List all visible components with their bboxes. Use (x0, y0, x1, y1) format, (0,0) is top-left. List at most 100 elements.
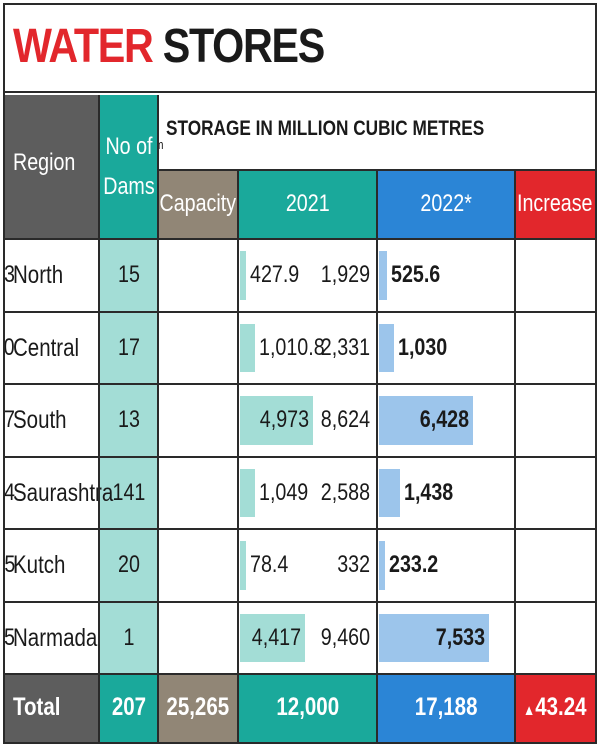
header-capacity-label: Capacity (159, 190, 237, 217)
row-divider (5, 600, 595, 603)
row-dams: 13 (117, 406, 140, 434)
row-region: Narmada (13, 623, 98, 652)
increase-value: 43.24 (535, 693, 587, 721)
row-2021-value: 1,049 (259, 478, 309, 506)
title-word-stores: STORES (162, 20, 326, 73)
row-region: Central (13, 333, 80, 362)
row-increase: ▲29.27 (5, 406, 15, 434)
row-2021-value: 427.9 (250, 261, 300, 289)
bar-2022 (379, 251, 387, 300)
row-divider (5, 528, 595, 530)
header-region-label: Region (13, 149, 76, 176)
header-2021: 2021 (238, 170, 377, 239)
row-2022-value: 6,428 (419, 406, 469, 434)
row-divider (5, 455, 595, 458)
total-2021: 12,000 (276, 693, 339, 721)
row-dams: 17 (117, 333, 140, 361)
bar-2021 (240, 468, 256, 517)
column-divider (514, 170, 516, 742)
title-word-water: WATER (13, 20, 154, 73)
row-capacity: 9,460 (320, 623, 370, 651)
row-dams: 141 (112, 478, 145, 506)
increase-value: 1.90 (5, 333, 15, 361)
header-region: Region (5, 95, 99, 239)
total-2022: 17,188 (414, 693, 478, 721)
row-increase: ▲22.83 (5, 261, 15, 289)
increase-value: 29.27 (5, 406, 15, 434)
column-divider (98, 95, 100, 742)
row-region: Kutch (13, 551, 66, 580)
header-2022: 2022* (377, 170, 515, 239)
header-capacity: Capacity (158, 170, 238, 239)
row-dams: 20 (117, 551, 140, 579)
row-region: North (13, 261, 64, 290)
bar-2022 (379, 541, 385, 590)
infographic-frame: WATER STORES Region No of Dams STORAGE IN M… (3, 3, 597, 744)
total-label: Total (13, 693, 61, 721)
increase-value: 37.04 (5, 478, 15, 506)
total-capacity: 25,265 (166, 693, 230, 721)
row-capacity: 2,331 (320, 333, 370, 361)
table-row: South 13 8,624 4,973 6,428 ▲29.27 (5, 384, 595, 457)
row-capacity: 8,624 (320, 406, 370, 434)
header-increase: Increase (515, 170, 595, 239)
bar-2021 (240, 613, 305, 662)
header-2022-label: 2022* (420, 190, 472, 217)
bar-2022 (379, 396, 473, 445)
row-2022-value: 1,438 (404, 478, 454, 506)
total-top-divider (5, 673, 595, 675)
infographic-title: WATER STORES (13, 17, 326, 77)
row-dams: 1 (123, 623, 134, 651)
bar-2021 (240, 396, 314, 445)
row-2022-value: 7,533 (435, 623, 486, 651)
bar-2022 (379, 323, 395, 372)
table-row: Narmada 1 9,460 4,417 7,533 ▲70.55 (5, 602, 595, 675)
row-2021-value: 4,417 (251, 623, 302, 651)
row-region: South (13, 406, 67, 435)
bar-2022 (379, 468, 400, 517)
bar-2021 (240, 541, 246, 590)
bar-2021 (240, 251, 247, 300)
header-storage: STORAGE IN MILLION CUBIC METRES*Till Aug… (158, 95, 595, 170)
row-increase: ▲70.55 (5, 624, 15, 652)
total-capacity-cell: 25,265 (158, 674, 238, 742)
bar-2021 (240, 323, 255, 372)
increase-value: 22.83 (5, 261, 15, 289)
header-storage-label: STORAGE IN MILLION CUBIC METRES (166, 117, 485, 140)
row-increase: ▲1.90 (5, 334, 15, 362)
total-2022-cell: 17,188 (377, 674, 515, 742)
total-increase: ▲43.24 (515, 693, 595, 722)
row-capacity: 2,588 (320, 478, 370, 506)
table-row: Kutch 20 332 78.4 233.2 ▲197.45 (5, 529, 595, 602)
bar-2022 (379, 613, 490, 662)
header-2021-label: 2021 (285, 190, 330, 217)
row-capacity: 332 (337, 551, 370, 579)
header-note: *Till Aug 4, 8am (158, 137, 164, 152)
total-dams: 207 (111, 693, 146, 721)
row-increase: ▲37.04 (5, 479, 15, 507)
increase-value: 70.55 (5, 623, 15, 651)
row-divider (5, 310, 595, 313)
row-dams: 15 (117, 261, 140, 289)
header-dams: No of Dams (99, 95, 158, 239)
row-2021-value: 4,973 (259, 406, 310, 434)
column-divider (376, 170, 378, 742)
row-2021-value: 1,010.8 (258, 333, 325, 361)
increase-value: 197.45 (5, 551, 15, 579)
row-2022-value: 1,030 (398, 333, 448, 361)
row-region: Saurashtra (13, 478, 114, 507)
row-2021-value: 78.4 (250, 551, 289, 579)
row-divider (5, 383, 595, 385)
header-dams-line1: No of (104, 133, 153, 160)
title-bar: WATER STORES (5, 5, 595, 93)
row-2022-value: 525.6 (390, 261, 440, 289)
increase-up-icon: ▲ (523, 702, 536, 719)
column-divider (237, 170, 239, 742)
total-2021-cell: 12,000 (238, 674, 377, 742)
row-capacity: 1,929 (320, 261, 370, 289)
row-increase: ▲197.45 (5, 551, 15, 579)
column-divider (157, 95, 159, 742)
total-dams-cell: 207 (99, 674, 158, 742)
table-row: North 15 1,929 427.9 525.6 ▲22.83 (5, 239, 595, 312)
